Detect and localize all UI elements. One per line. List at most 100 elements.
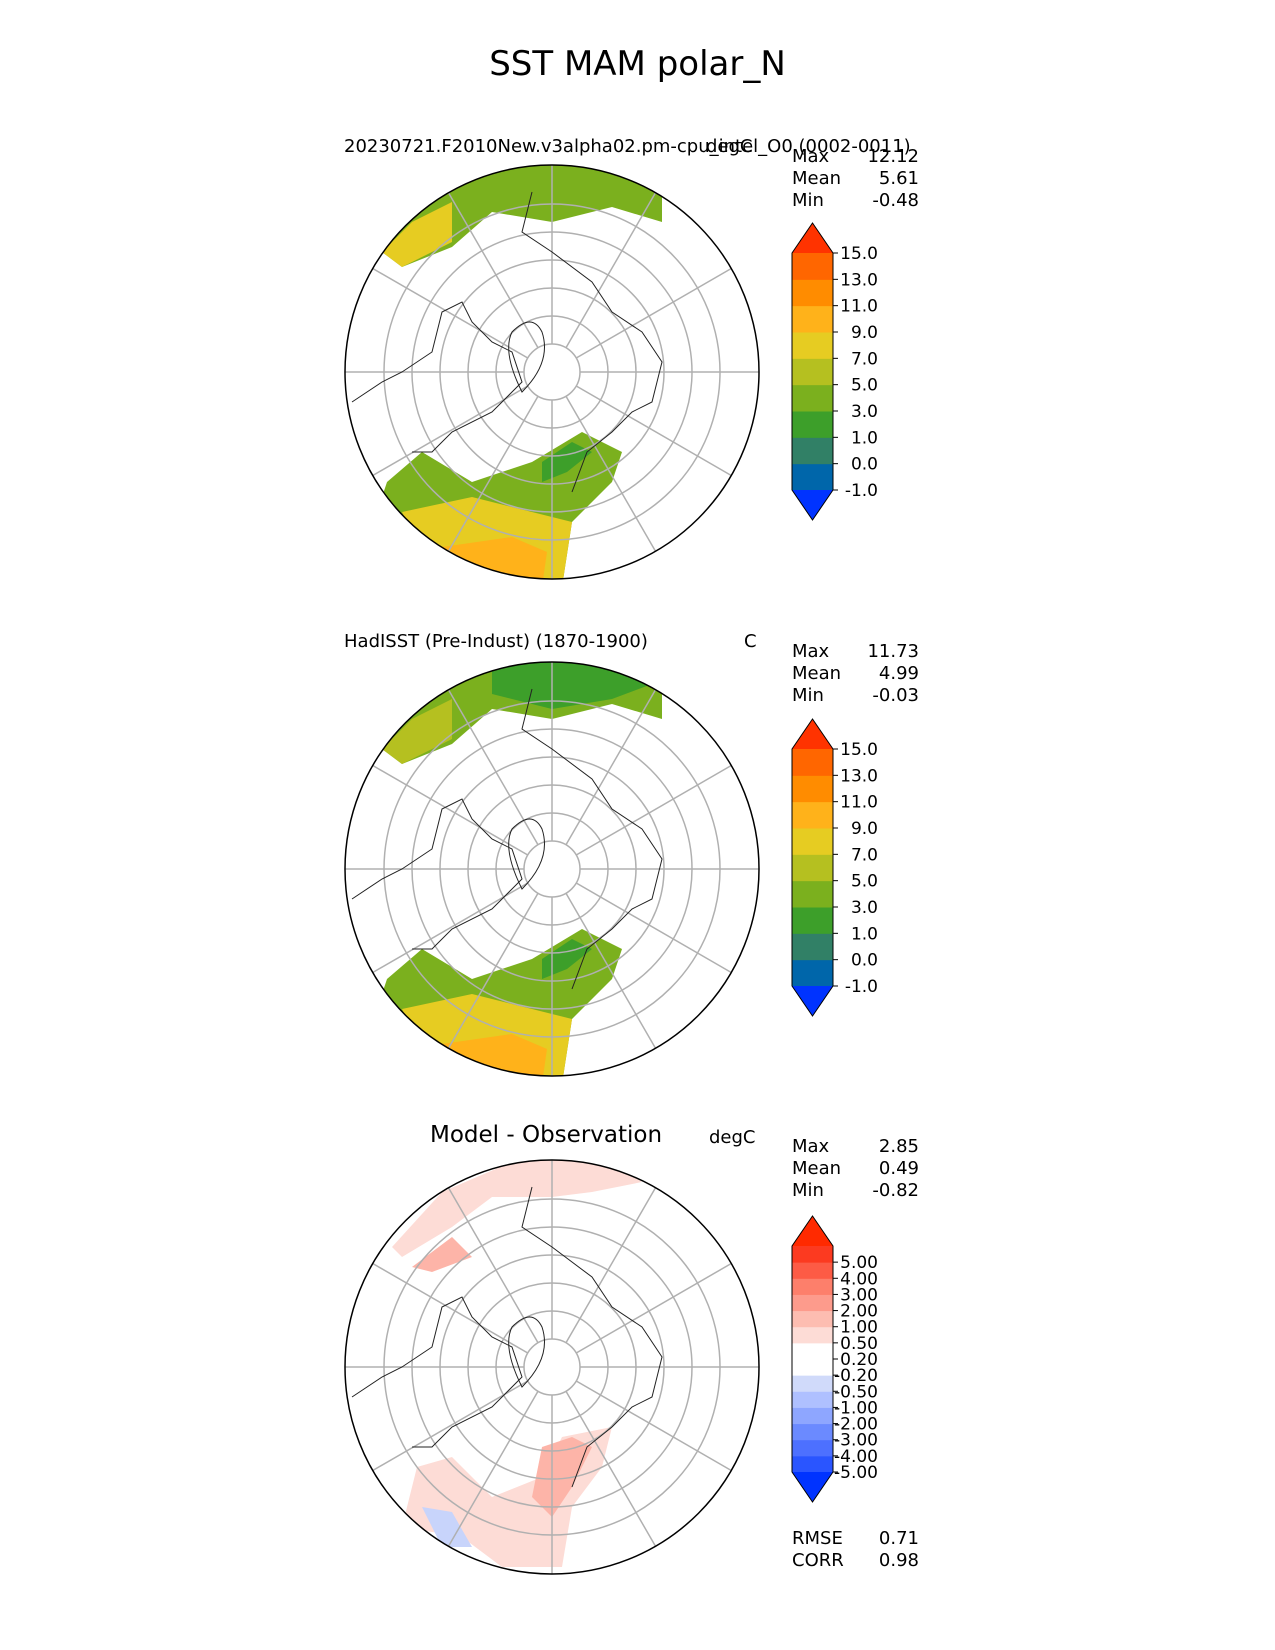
coastline-eurasia [521, 191, 663, 493]
meridian-line [372, 1380, 529, 1472]
colorbar-tick-label: 13.0 [840, 270, 878, 290]
panel-2-min-value: -0.03 [872, 685, 919, 706]
panel-3-mean-value: 0.49 [878, 1158, 919, 1179]
panel-1-max-value: 12.12 [867, 146, 919, 167]
colorbar-segment [792, 1342, 833, 1360]
meridian-line [565, 192, 657, 349]
coastline-greenland [508, 818, 545, 890]
colorbar-segment [792, 801, 833, 829]
colorbar-segment [792, 775, 833, 803]
colorbar-tick-label: -1.00 [834, 1398, 878, 1418]
latitude-circle [523, 840, 581, 898]
colorbar-extend-bottom [792, 490, 833, 520]
colorbar-2: -1.0 0.0 1.0 3.0 5.0 7.0 9.0 11.0 13.0 15.0 [791, 718, 878, 1017]
colorbar-segment [792, 358, 833, 386]
meridian-line [565, 1390, 657, 1547]
colorbar-tick-label: 0.0 [851, 455, 878, 475]
polar-map-2 [344, 661, 760, 1077]
meridian-line [565, 689, 657, 846]
diff-atlantic-neg [422, 1507, 472, 1547]
colorbar-segment [792, 1375, 833, 1392]
panel-2-mean-label: Mean [792, 663, 842, 684]
colorbar-segment [792, 463, 833, 491]
meridian-line [565, 395, 657, 552]
colorbar-segment [792, 411, 833, 438]
colorbar-segment [792, 1326, 833, 1344]
colorbar-segment [792, 253, 833, 280]
panel-3-units: degC [709, 1127, 756, 1148]
colorbar-extend-bottom [792, 986, 833, 1016]
colorbar-segment [792, 1391, 833, 1408]
panel-1-min-label: Min [792, 190, 824, 211]
colorbar-segment [792, 1294, 833, 1312]
colorbar-tick-label: 0.50 [840, 1334, 878, 1354]
panel-2-max-label: Max [792, 641, 830, 662]
meridian-line [447, 395, 539, 552]
panel-1-max-label: Max [792, 146, 830, 167]
panel-2-mean-value: 4.99 [878, 663, 919, 684]
colorbar-segment [792, 959, 833, 987]
panel-2-min-label: Min [792, 685, 824, 706]
map-boundary [344, 661, 760, 1077]
panel-3-mean-label: Mean [792, 1158, 842, 1179]
latitude-circle [523, 1338, 581, 1396]
coastline-america [351, 798, 523, 950]
meridian-line [372, 385, 529, 477]
panel-3-title: Model - Observation [430, 1122, 663, 1148]
colorbar-tick-label: 5.0 [851, 872, 878, 892]
panel-1-mean-label: Mean [792, 168, 842, 189]
coastline-greenland [508, 1316, 545, 1388]
polar-map-1 [344, 164, 760, 580]
panel-3-min-label: Min [792, 1180, 824, 1201]
colorbar-tick-label: 1.00 [840, 1318, 878, 1338]
colorbar-segment [792, 384, 833, 412]
colorbar-tick-label: 5.00 [840, 1253, 878, 1273]
colorbar-segment [792, 880, 833, 908]
meridian-line [447, 689, 539, 846]
colorbar-1: -1.0 0.0 1.0 3.0 5.0 7.0 9.0 11.0 13.0 15.0 [791, 222, 878, 521]
colorbar-tick-label: -5.00 [834, 1463, 878, 1483]
colorbar-tick-label: 11.0 [840, 297, 878, 317]
meridian-line [575, 882, 732, 974]
colorbar-tick-label: 1.0 [851, 428, 878, 448]
colorbar-segment [792, 1359, 833, 1376]
colorbar-tick-label: 3.0 [851, 898, 878, 918]
meridian-line [575, 764, 732, 856]
colorbar-segment [792, 1246, 833, 1263]
panel-3-max-value: 2.85 [878, 1136, 919, 1157]
meridian-line [575, 1380, 732, 1472]
panel-2-title: HadISST (Pre-Indust) (1870-1900) [344, 631, 648, 652]
map-boundary [344, 164, 760, 580]
meridian-line [372, 882, 529, 974]
panel-3-rmse-value: 0.71 [878, 1528, 919, 1549]
panel-1-title: 20230721.F2010New.v3alpha02.pm-cpu_intel… [344, 136, 911, 157]
colorbar-tick-label: 4.00 [840, 1269, 878, 1289]
colorbar-extend-top [792, 223, 833, 253]
colorbar-segment [792, 854, 833, 882]
panel-3-max-label: Max [792, 1136, 830, 1157]
coastline-america [351, 301, 523, 453]
colorbar-tick-label: 0.0 [851, 951, 878, 971]
coastline-eurasia [521, 688, 663, 990]
coastline-greenland [508, 321, 545, 393]
colorbar-tick-label: 2.00 [840, 1302, 878, 1322]
colorbar-tick-label: -2.00 [834, 1415, 878, 1435]
colorbar-tick-label: 15.0 [840, 740, 878, 760]
meridian-line [447, 1390, 539, 1547]
panel-2-max-value: 11.73 [867, 641, 919, 662]
colorbar-segment [792, 1262, 833, 1279]
diff-pacific-pos [412, 1237, 472, 1272]
diff-atlantic-pos [532, 1437, 592, 1517]
meridian-line [575, 385, 732, 477]
meridian-line [447, 892, 539, 1049]
coastline-eurasia [521, 1186, 663, 1488]
meridian-line [575, 1262, 732, 1354]
colorbar-segment [792, 305, 833, 333]
diff-pacific [392, 1160, 642, 1257]
colorbar-segment [792, 437, 833, 465]
meridian-line [575, 267, 732, 359]
colorbar-segment [792, 1455, 833, 1473]
colorbar-segment [792, 907, 833, 934]
colorbar-tick-label: 7.0 [851, 349, 878, 369]
meridian-line [565, 892, 657, 1049]
